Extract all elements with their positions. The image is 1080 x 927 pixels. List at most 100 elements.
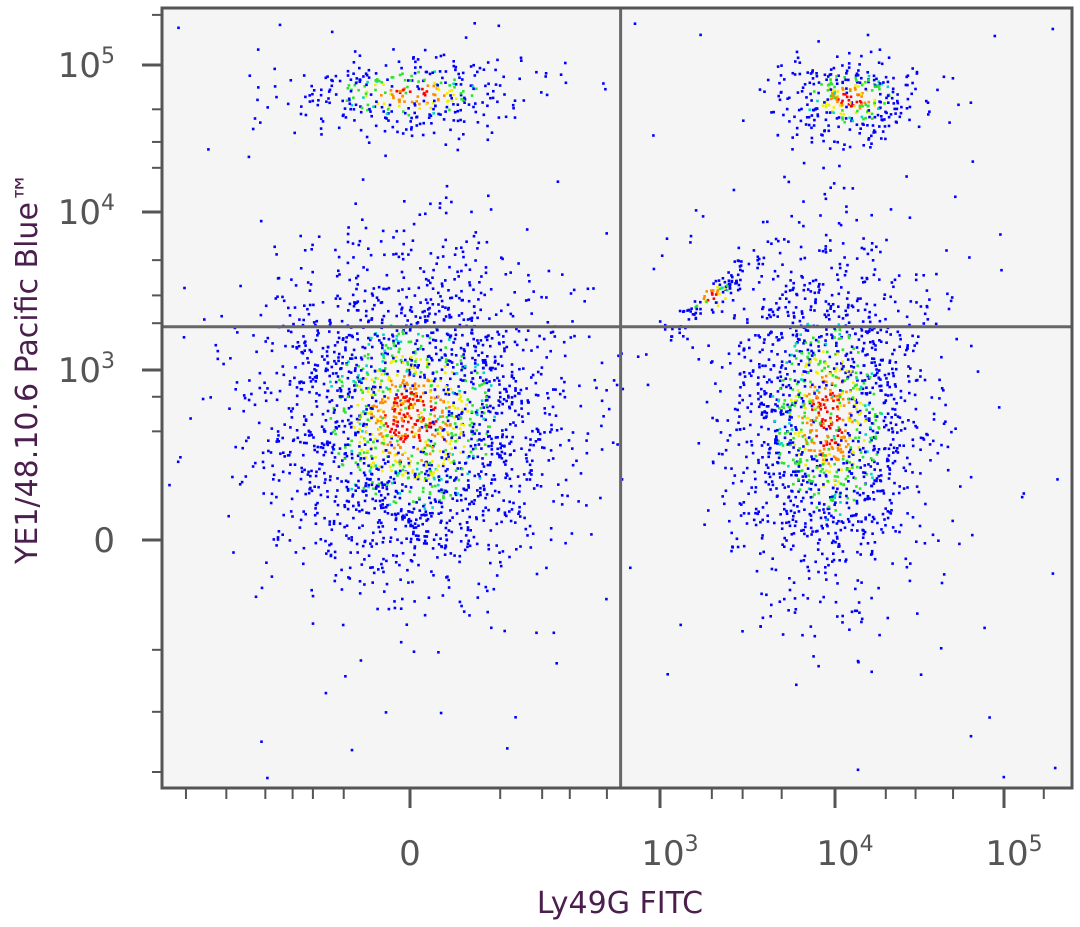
event-dot: [423, 479, 426, 482]
event-dot: [340, 319, 344, 323]
event-dot: [733, 314, 736, 317]
event-dot: [311, 92, 314, 96]
event-dot: [272, 473, 276, 477]
event-dot: [866, 497, 869, 501]
event-dot: [890, 427, 894, 430]
event-dot: [382, 102, 386, 105]
event-dot: [379, 420, 383, 423]
event-dot: [499, 564, 503, 568]
event-dot: [403, 384, 407, 388]
event-dot: [324, 539, 327, 543]
event-dot: [867, 100, 871, 104]
event-dot: [540, 473, 544, 476]
event-dot: [425, 535, 429, 538]
event-dot: [471, 447, 475, 451]
event-dot: [383, 496, 387, 500]
event-dot: [373, 380, 376, 384]
event-dot: [817, 345, 820, 348]
event-dot: [382, 458, 385, 462]
event-dot: [732, 316, 736, 320]
event-dot: [421, 310, 424, 314]
event-dot: [791, 333, 795, 337]
event-dot: [429, 202, 432, 206]
event-dot: [832, 106, 836, 109]
event-dot: [470, 500, 474, 504]
event-dot: [413, 422, 417, 426]
event-dot: [949, 299, 953, 303]
event-dot: [350, 439, 353, 443]
event-dot: [847, 334, 851, 338]
event-dot: [413, 402, 417, 406]
event-dot: [424, 510, 428, 513]
event-dot: [470, 421, 474, 425]
event-dot: [531, 532, 535, 535]
event-dot: [354, 202, 357, 205]
event-dot: [587, 335, 591, 339]
event-dot: [788, 394, 791, 397]
event-dot: [474, 387, 477, 391]
event-dot: [834, 456, 837, 460]
event-dot: [432, 379, 436, 383]
event-dot: [476, 494, 480, 498]
event-dot: [771, 557, 774, 560]
event-dot: [398, 460, 402, 464]
event-dot: [812, 420, 815, 424]
event-dot: [460, 355, 464, 358]
event-dot: [382, 83, 385, 86]
event-dot: [840, 520, 843, 523]
event-dot: [760, 537, 764, 540]
event-dot: [369, 447, 373, 451]
event-dot: [298, 318, 301, 321]
event-dot: [898, 345, 901, 348]
event-dot: [497, 399, 500, 402]
event-dot: [868, 376, 872, 379]
event-dot: [308, 303, 312, 307]
event-dot: [432, 538, 436, 541]
event-dot: [794, 608, 798, 611]
event-dot: [851, 357, 854, 361]
event-dot: [292, 322, 295, 326]
event-dot: [888, 361, 891, 364]
event-dot: [417, 384, 421, 388]
event-dot: [346, 507, 350, 511]
event-dot: [366, 390, 370, 393]
event-dot: [497, 116, 501, 119]
event-dot: [883, 118, 886, 121]
event-dot: [478, 475, 481, 478]
event-dot: [367, 485, 370, 489]
event-dot: [821, 552, 824, 556]
event-dot: [353, 369, 357, 373]
event-dot: [855, 407, 858, 411]
event-dot: [836, 278, 840, 282]
event-dot: [867, 137, 871, 140]
event-dot: [873, 104, 876, 107]
event-dot: [795, 329, 798, 333]
event-dot: [811, 399, 815, 402]
event-dot: [318, 393, 321, 397]
event-dot: [564, 478, 568, 482]
event-dot: [397, 431, 401, 434]
event-dot: [475, 516, 478, 519]
event-dot: [454, 446, 457, 450]
event-dot: [370, 356, 373, 360]
event-dot: [449, 334, 453, 337]
event-dot: [476, 247, 479, 250]
event-dot: [264, 399, 268, 403]
event-dot: [474, 443, 477, 447]
event-dot: [891, 430, 894, 434]
event-dot: [694, 316, 698, 320]
event-dot: [396, 340, 400, 343]
event-dot: [381, 566, 384, 570]
event-dot: [462, 434, 466, 437]
event-dot: [407, 253, 410, 256]
event-dot: [863, 471, 867, 475]
event-dot: [829, 249, 832, 252]
event-dot: [453, 278, 456, 281]
event-dot: [454, 477, 457, 481]
event-dot: [851, 327, 854, 330]
event-dot: [752, 249, 756, 252]
event-dot: [461, 250, 465, 254]
event-dot: [862, 475, 866, 479]
event-dot: [569, 292, 573, 295]
event-dot: [790, 533, 794, 536]
